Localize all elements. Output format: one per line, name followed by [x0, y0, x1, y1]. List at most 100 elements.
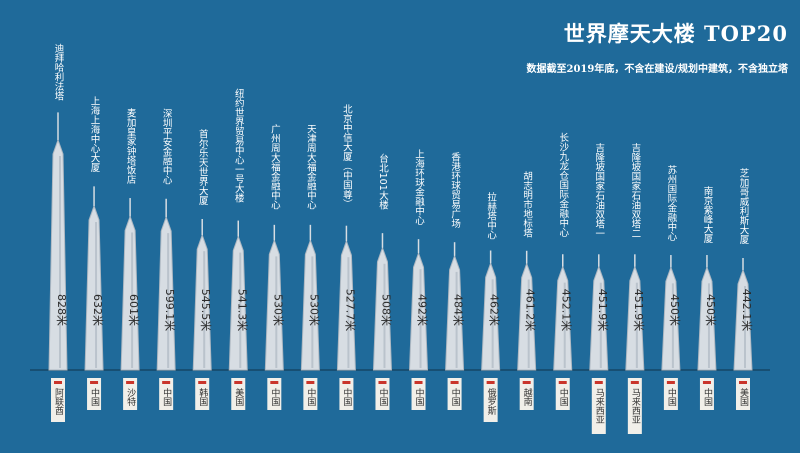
building-body — [589, 265, 609, 371]
height-label: 452.1米 — [560, 289, 573, 332]
building-name-label: 麦加皇家钟塔饭店 — [125, 107, 137, 185]
country-label: 中国 — [558, 387, 569, 407]
building-name-label: 天津周大福金融中心 — [305, 124, 317, 210]
height-label: 599.1米 — [163, 289, 176, 332]
building-shade — [455, 271, 458, 368]
building-body — [553, 265, 573, 371]
building-body — [625, 265, 645, 371]
country-tag-mark — [126, 381, 135, 384]
building-body — [156, 215, 176, 371]
building-shade — [527, 279, 530, 368]
country-tag — [483, 378, 498, 422]
country-label: 越南 — [522, 387, 533, 406]
height-label: 530米 — [307, 294, 320, 326]
country-tag — [303, 378, 318, 410]
country-label: 韩国 — [197, 387, 208, 407]
height-label: 450米 — [668, 294, 681, 326]
building-shade — [239, 252, 242, 368]
building-body — [517, 262, 537, 371]
height-label: 545.5米 — [199, 289, 212, 332]
building-name-label: 深圳平安金融中心 — [161, 109, 173, 185]
building-name-label: 芝加哥威利斯大厦 — [738, 167, 750, 244]
country-tag — [736, 378, 750, 410]
country-tag — [339, 378, 354, 410]
chart-subtitle: 数据截至2019年底，不含在建设/规划中建筑，不含独立塔 — [526, 64, 788, 75]
height-label: 484米 — [452, 294, 465, 326]
country-label: 中国 — [269, 387, 280, 407]
building-bar: 527.7米 北京中信大厦（中国尊） 中国 — [336, 104, 356, 410]
country-label: 中国 — [702, 387, 713, 407]
building-shade — [95, 222, 98, 368]
country-tag — [231, 378, 246, 410]
building-shade — [419, 269, 422, 368]
country-tag-mark — [486, 381, 495, 384]
building-body — [481, 261, 501, 371]
country-tag-mark — [378, 381, 387, 384]
height-label: 527.7米 — [343, 289, 356, 332]
height-label: 492米 — [416, 294, 429, 326]
building-body — [733, 268, 753, 371]
country-tag-mark — [558, 381, 567, 384]
height-label: 632米 — [91, 294, 104, 326]
country-tag — [627, 378, 642, 434]
country-tag-mark — [594, 381, 603, 384]
country-tag — [519, 378, 534, 410]
building-name-label: 吉隆坡国家石油双塔一 — [593, 143, 605, 238]
building-name-label: 上海环球金融中心 — [413, 149, 425, 225]
building-name-label: 台北101大楼 — [377, 153, 389, 211]
country-tag — [411, 378, 426, 410]
country-label: 中国 — [450, 387, 461, 407]
country-tag — [267, 378, 282, 410]
building-name-label: 纽约世界贸易中心一号大楼 — [233, 88, 245, 204]
building-body — [228, 235, 248, 371]
building-body — [48, 138, 68, 371]
building-shade — [311, 256, 314, 368]
country-tag-mark — [162, 381, 171, 384]
building-body — [264, 238, 284, 371]
height-label: 508米 — [379, 294, 392, 326]
height-label: 461.2米 — [524, 289, 537, 332]
building-body — [661, 265, 681, 371]
building-name-label: 首尔乐天世界大厦 — [197, 128, 209, 205]
country-tag-mark — [630, 381, 639, 384]
country-tag — [663, 378, 678, 410]
building-shade — [131, 232, 134, 368]
country-label: 沙特 — [125, 388, 136, 406]
building-name-label: 胡志明市地标塔 — [521, 171, 533, 239]
height-label: 442.1米 — [740, 289, 753, 332]
country-tag-mark — [414, 381, 423, 384]
building-shade — [59, 156, 61, 368]
building-shade — [744, 286, 746, 368]
country-label: 俄罗斯 — [486, 387, 497, 416]
country-tag — [447, 378, 462, 410]
building-name-label: 迪拜哈利法塔 — [53, 43, 65, 102]
country-tag-mark — [522, 381, 531, 384]
building-name-label: 上海上海中心大厦 — [89, 96, 101, 172]
building-shade — [203, 251, 206, 368]
chart-title: 世界摩天大楼 TOP20 — [563, 21, 788, 46]
country-tag-mark — [739, 381, 747, 384]
height-label: 451.9米 — [632, 289, 645, 332]
building-shade — [599, 282, 602, 368]
country-tag — [51, 378, 65, 422]
height-label: 828米 — [55, 294, 68, 326]
country-label: 中国 — [341, 387, 352, 407]
country-tag — [123, 378, 138, 410]
country-tag-mark — [702, 381, 711, 384]
building-name-label: 长沙九龙仓国际金融中心 — [557, 132, 569, 237]
country-label: 阿联酋 — [53, 388, 64, 416]
height-label: 450米 — [704, 294, 717, 326]
